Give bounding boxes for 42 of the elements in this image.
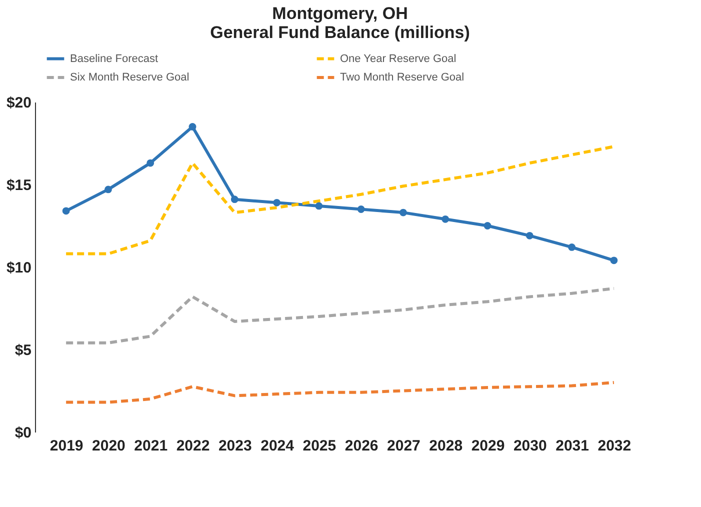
x-tick-label: 2026 xyxy=(344,438,378,454)
y-tick-label: $0 xyxy=(14,424,32,442)
point xyxy=(146,159,154,167)
point xyxy=(273,198,280,206)
point xyxy=(357,206,365,213)
x-tick-label: 2027 xyxy=(387,438,420,454)
point xyxy=(62,207,70,215)
text: Montgomery, OH xyxy=(272,4,408,23)
legend-label: One Year Reserve Goal xyxy=(340,52,456,65)
y-tick-label: $20 xyxy=(6,94,32,112)
point xyxy=(442,215,450,223)
point xyxy=(188,123,196,130)
point xyxy=(526,232,534,240)
x-tick-label: 2024 xyxy=(260,438,295,454)
point xyxy=(315,202,323,210)
legend-label: Baseline Forecast xyxy=(70,52,158,65)
x-tick-label: 2032 xyxy=(598,438,632,454)
line-series xyxy=(64,145,616,256)
x-tick-label: 2030 xyxy=(513,438,547,454)
y-tick-label: $10 xyxy=(6,260,32,276)
text: General Fund Balance (millions) xyxy=(210,23,470,42)
x-tick-label: 2021 xyxy=(134,438,168,454)
x-tick-label: 2019 xyxy=(50,438,84,454)
point xyxy=(610,256,618,264)
line-series xyxy=(64,381,616,404)
legend-label: Two Month Reserve Goal xyxy=(340,72,464,84)
x-tick-label: 2023 xyxy=(218,438,252,454)
x-tick-label: 2025 xyxy=(302,438,336,454)
line-series xyxy=(64,286,616,344)
point xyxy=(400,208,407,216)
y-tick-label: $15 xyxy=(6,177,32,194)
x-tick-label: 2029 xyxy=(471,438,505,454)
y-tick-label: $5 xyxy=(14,342,32,359)
point xyxy=(230,196,238,204)
legend-label: Six Month Reserve Goal xyxy=(70,72,190,84)
point xyxy=(568,244,576,251)
point xyxy=(104,186,112,194)
x-tick-label: 2020 xyxy=(92,438,126,454)
x-tick-label: 2031 xyxy=(556,438,589,454)
point xyxy=(484,222,492,230)
x-tick-label: 2028 xyxy=(429,438,463,454)
x-tick-label: 2022 xyxy=(176,438,210,454)
